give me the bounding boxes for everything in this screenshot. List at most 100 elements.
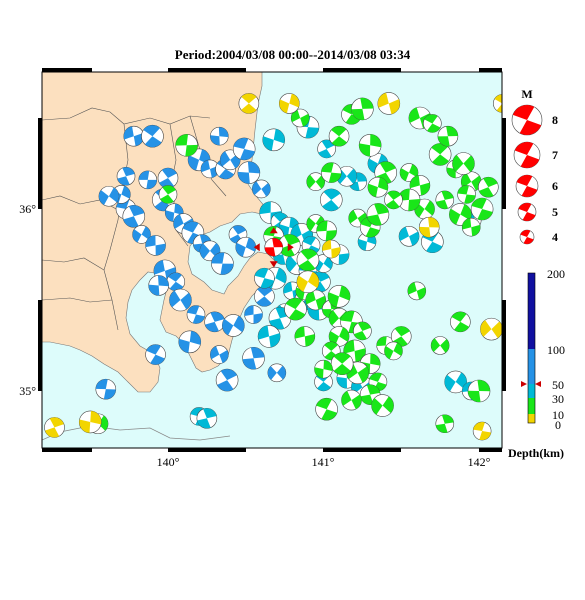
magnitude-label-6: 6 [552, 179, 558, 193]
depth-tick-100: 100 [547, 343, 565, 357]
mechanism-event [428, 143, 452, 166]
mechanism-event [336, 165, 358, 187]
mechanism-event [262, 128, 286, 152]
mechanism-event [430, 336, 450, 355]
mechanism-event [296, 270, 320, 294]
lon-label-142: 142° [468, 455, 491, 469]
mechanism-event [254, 267, 275, 289]
magnitude-legend-ball [517, 202, 537, 222]
mechanism-event [95, 378, 117, 400]
depth-tick-10: 10 [552, 408, 564, 422]
depth-marker-arrows [521, 381, 541, 387]
mechanism-event [257, 325, 281, 348]
mechanism-event [122, 204, 146, 228]
highlighted-event [253, 227, 294, 268]
depth-legend: 200 100 50 30 10 0 Depth(km) [508, 267, 565, 460]
mechanism-event [314, 359, 333, 379]
mechanism-event [290, 108, 310, 128]
mechanism-event [148, 275, 169, 296]
mechanism-event [235, 236, 257, 258]
mechanism-event [480, 317, 502, 341]
mechanism-event [145, 344, 166, 365]
magnitude-label-8: 8 [552, 113, 558, 127]
mechanism-event [390, 326, 412, 347]
depth-bar-30-50 [528, 384, 535, 398]
depth-tick-50: 50 [552, 378, 564, 392]
mechanism-event [199, 240, 221, 262]
mechanism-event [267, 363, 287, 383]
magnitude-legend-ball [513, 141, 541, 169]
mechanism-event [320, 162, 342, 183]
mechanism-event [254, 286, 275, 307]
magnitude-label-4: 4 [552, 230, 558, 244]
frame-tick-right [502, 300, 506, 391]
depth-tick-0: 0 [555, 418, 561, 432]
depth-bar-10-30 [528, 398, 535, 414]
mechanism-event [472, 421, 492, 441]
mechanism-event [204, 311, 225, 333]
mechanism-event [242, 346, 265, 370]
frame-tick-top [479, 68, 502, 72]
mechanism-event [284, 297, 307, 321]
highlighted-mechanism [264, 237, 284, 257]
mechanism-event [435, 414, 455, 434]
mechanism-event [414, 198, 435, 220]
depth-bar-50-100 [528, 349, 535, 384]
frame-tick-top [168, 68, 246, 72]
mechanism-event [478, 176, 499, 198]
mechanism-event [407, 281, 427, 301]
mechanism-event [244, 305, 263, 324]
magnitude-label-7: 7 [552, 148, 558, 162]
mechanism-event [251, 179, 271, 199]
magnitude-legend-ball [515, 174, 539, 198]
mechanism-event [215, 368, 239, 392]
mechanism-event [353, 321, 372, 341]
depth-bar-frame [527, 272, 536, 424]
mechanism-event [470, 197, 494, 221]
mechanism-event [222, 314, 245, 337]
mechanism-event [444, 370, 467, 394]
frame-tick-bottom [479, 448, 502, 452]
mechanism-event [328, 125, 350, 147]
mechanism-event [450, 311, 471, 333]
boundary-lines [42, 107, 227, 331]
frame-tick-bottom [323, 448, 401, 452]
mechanism-event [398, 226, 420, 247]
mechanism-event [232, 137, 256, 161]
mechanism-event [211, 252, 234, 275]
mechanism-event [138, 170, 158, 190]
mechanism-event [358, 134, 382, 157]
mechanism-event [237, 161, 261, 184]
magnitude-label-5: 5 [552, 205, 558, 219]
mechanism-event [423, 114, 442, 133]
mechanism-event [166, 272, 186, 292]
mechanism-event [296, 248, 320, 272]
mechanism-event [351, 97, 374, 121]
mechanism-event [418, 216, 440, 238]
lon-label-141: 141° [312, 455, 335, 469]
depth-bar-0-10 [528, 414, 535, 423]
mechanism-event [278, 93, 300, 114]
mechanism-event [330, 352, 354, 376]
mechanism-event [437, 125, 459, 147]
lon-label-140: 140° [157, 455, 180, 469]
frame-ticks [38, 68, 506, 452]
mechanism-event [196, 407, 218, 429]
mechanism-event [305, 289, 327, 311]
frame-tick-top [323, 68, 401, 72]
mechanism-event [210, 126, 229, 146]
mechanism-event [238, 93, 260, 114]
mechanism-event [132, 225, 151, 244]
mechanism-event [341, 389, 362, 411]
mechanism-event [158, 185, 178, 204]
mechanism-event [384, 341, 403, 361]
mechanism-event [145, 235, 166, 256]
frame-tick-right [502, 118, 506, 209]
mechanism-events [44, 92, 502, 441]
mechanism-event [461, 217, 481, 237]
mechanism-event [384, 190, 403, 210]
frame-tick-left [38, 118, 42, 209]
map-frame [41, 71, 503, 449]
mechanism-event [98, 185, 120, 207]
